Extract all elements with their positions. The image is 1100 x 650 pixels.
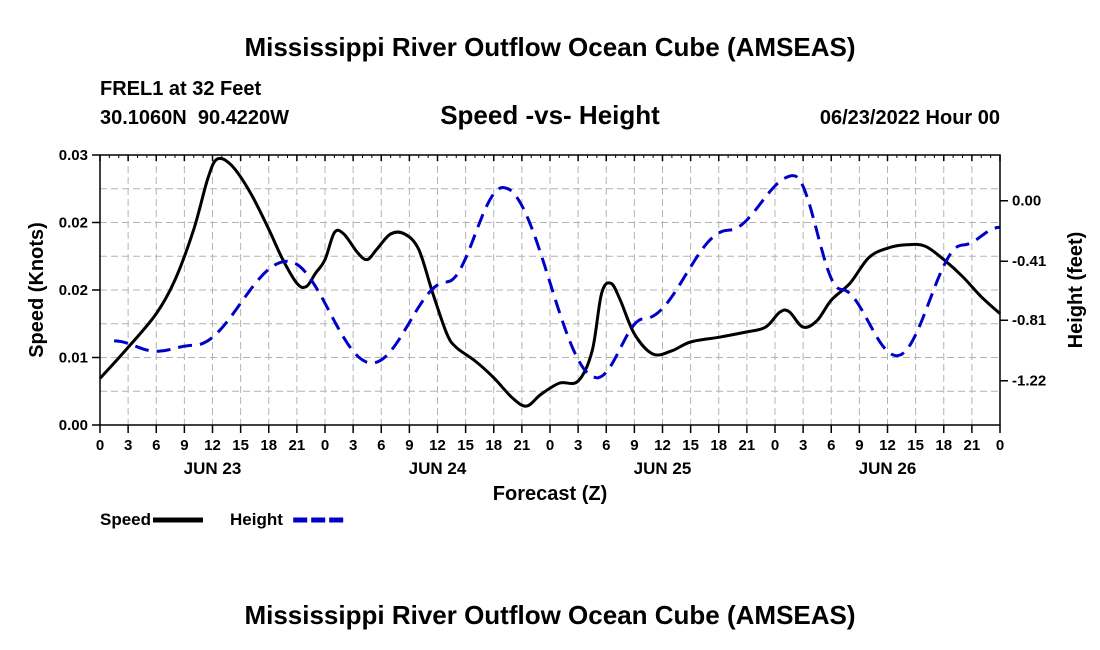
y2-axis-label: Height (feet) xyxy=(1065,232,1087,349)
x-tick-label: 6 xyxy=(377,437,385,454)
x-day-label: JUN 24 xyxy=(409,459,467,478)
x-tick-label: 15 xyxy=(682,437,699,454)
y2-tick-label: -1.22 xyxy=(1012,373,1046,390)
x-tick-label: 9 xyxy=(180,437,188,454)
x-tick-label: 6 xyxy=(602,437,610,454)
x-tick-label: 3 xyxy=(349,437,357,454)
x-tick-label: 0 xyxy=(996,437,1004,454)
x-tick-label: 3 xyxy=(574,437,582,454)
station-label: FREL1 at 32 Feet xyxy=(100,78,262,100)
x-tick-label: 15 xyxy=(232,437,249,454)
x-tick-label: 12 xyxy=(429,437,446,454)
y2-tick-label: -0.41 xyxy=(1012,253,1046,270)
station-coordinates: 30.1060N 90.4220W xyxy=(100,107,289,129)
x-tick-label: 0 xyxy=(546,437,554,454)
y-tick-label: 0.02 xyxy=(59,282,88,299)
x-tick-label: 18 xyxy=(485,437,502,454)
y2-tick-label: 0.00 xyxy=(1012,193,1041,210)
x-tick-label: 3 xyxy=(799,437,807,454)
x-tick-label: 15 xyxy=(907,437,924,454)
grid xyxy=(100,155,1000,425)
y-axis-label: Speed (Knots) xyxy=(26,222,48,358)
x-tick-label: 0 xyxy=(96,437,104,454)
speed-line xyxy=(98,156,1002,408)
legend-label: Speed xyxy=(100,510,151,529)
axes: 0 3 6 9 12 15 18 21 0 3 6 9 12 15 18 21 0 3 6 9 12 15 18 21 0 3 6 9… xyxy=(59,147,1046,478)
x-tick-label: 18 xyxy=(260,437,277,454)
footer-title: Mississippi River Outflow Ocean Cube (AM… xyxy=(244,600,855,630)
x-tick-label: 0 xyxy=(321,437,329,454)
x-tick-label: 6 xyxy=(152,437,160,454)
y-tick-label: 0.01 xyxy=(59,350,88,367)
y-tick-label: 0.00 xyxy=(59,417,88,434)
x-day-label: JUN 26 xyxy=(859,459,917,478)
x-tick-label: 9 xyxy=(405,437,413,454)
x-tick-label: 12 xyxy=(654,437,671,454)
x-tick-label: 3 xyxy=(124,437,132,454)
x-tick-label: 18 xyxy=(935,437,952,454)
forecast-datetime: 06/23/2022 Hour 00 xyxy=(820,107,1000,129)
x-tick-label: 21 xyxy=(289,437,306,454)
main-title: Mississippi River Outflow Ocean Cube (AM… xyxy=(244,32,855,62)
x-tick-label: 15 xyxy=(457,437,474,454)
x-axis-label: Forecast (Z) xyxy=(493,483,607,505)
x-tick-label: 12 xyxy=(879,437,896,454)
legend: Speed Height xyxy=(100,510,344,529)
x-tick-label: 21 xyxy=(514,437,531,454)
legend-label: Height xyxy=(230,510,283,529)
data-series xyxy=(98,156,1002,408)
x-tick-label: 21 xyxy=(739,437,756,454)
x-day-label: JUN 25 xyxy=(634,459,692,478)
x-tick-label: 6 xyxy=(827,437,835,454)
chart-subtitle: Speed -vs- Height xyxy=(440,100,660,130)
x-tick-label: 9 xyxy=(630,437,638,454)
y-tick-label: 0.02 xyxy=(59,215,88,232)
x-tick-label: 0 xyxy=(771,437,779,454)
x-day-label: JUN 23 xyxy=(184,459,242,478)
height-line xyxy=(114,174,1001,380)
x-tick-label: 21 xyxy=(964,437,981,454)
x-tick-label: 12 xyxy=(204,437,221,454)
x-tick-label: 18 xyxy=(710,437,727,454)
y2-tick-label: -0.81 xyxy=(1012,312,1046,329)
x-tick-label: 9 xyxy=(855,437,863,454)
y-tick-label: 0.03 xyxy=(59,147,88,164)
